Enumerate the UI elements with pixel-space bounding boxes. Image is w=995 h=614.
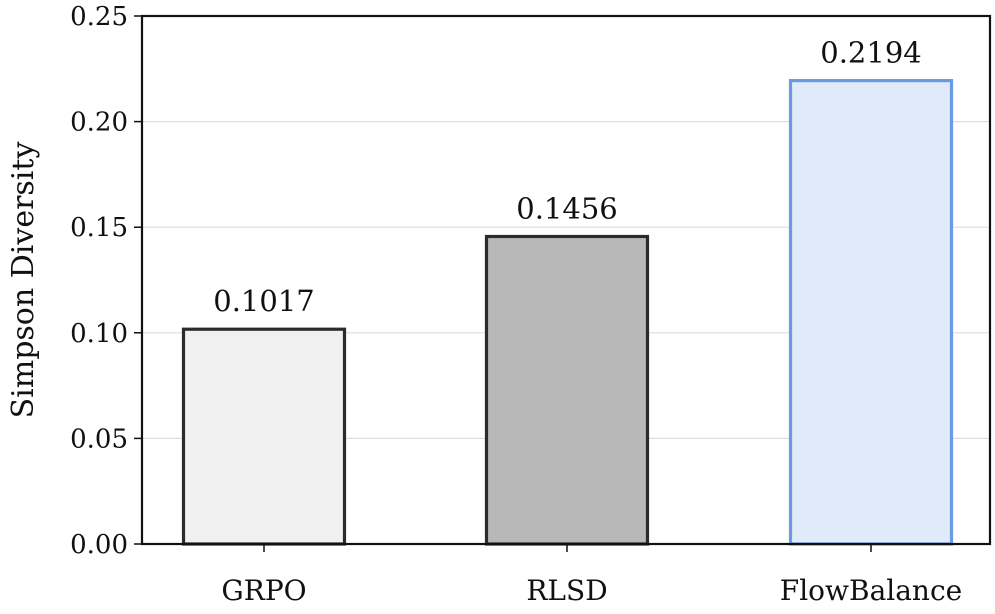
y-tick-label: 0.10 [70, 319, 128, 349]
labels: 0.1017 GRPO 0.1456 RLSD 0.2194 FlowBalance 0.0… [70, 2, 962, 607]
value-label-flowbalance: 0.2194 [820, 36, 921, 70]
value-label-rlsd: 0.1456 [516, 191, 617, 225]
y-tick-label: 0.05 [70, 424, 128, 454]
y-tick-label: 0.25 [70, 2, 128, 32]
y-tick-label: 0.00 [70, 530, 128, 560]
plot-frame [140, 14, 992, 546]
y-tick-label: 0.20 [70, 108, 128, 138]
axes [134, 14, 992, 552]
y-tick-label: 0.15 [70, 213, 128, 243]
x-tick-label-flowbalance: FlowBalance [780, 574, 962, 607]
bar-flowbalance [788, 79, 954, 546]
bar-rlsd [484, 234, 650, 546]
x-tick-label-grpo: GRPO [221, 574, 306, 607]
y-axis-label: Simpson Diversity [6, 142, 41, 419]
value-label-grpo: 0.1017 [213, 284, 314, 318]
x-tick-label-rlsd: RLSD [526, 574, 607, 607]
bar-grpo [181, 327, 347, 546]
